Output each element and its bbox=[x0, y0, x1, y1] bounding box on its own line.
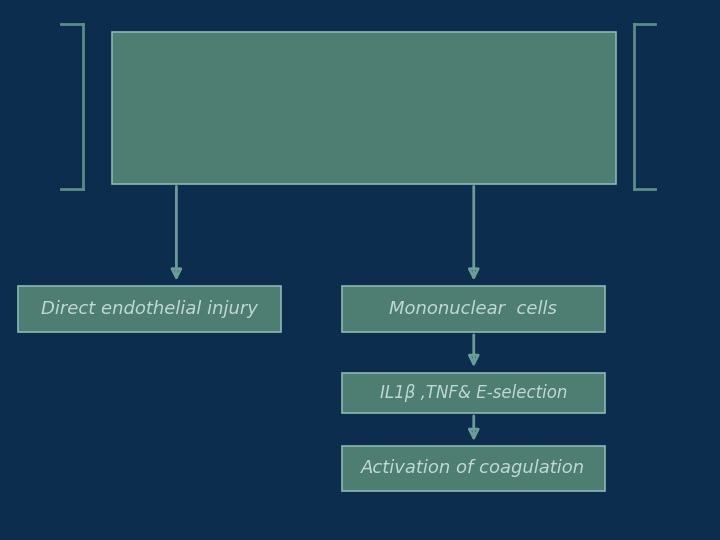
Text: IL1β ,TNF& E-selection: IL1β ,TNF& E-selection bbox=[379, 384, 567, 402]
FancyBboxPatch shape bbox=[342, 446, 605, 491]
FancyBboxPatch shape bbox=[342, 373, 605, 413]
Text: Mononuclear  cells: Mononuclear cells bbox=[390, 300, 557, 318]
FancyBboxPatch shape bbox=[342, 286, 605, 332]
Text: Direct endothelial injury: Direct endothelial injury bbox=[41, 300, 258, 318]
FancyBboxPatch shape bbox=[112, 32, 616, 184]
Text: Activation of coagulation: Activation of coagulation bbox=[361, 460, 585, 477]
FancyBboxPatch shape bbox=[18, 286, 281, 332]
